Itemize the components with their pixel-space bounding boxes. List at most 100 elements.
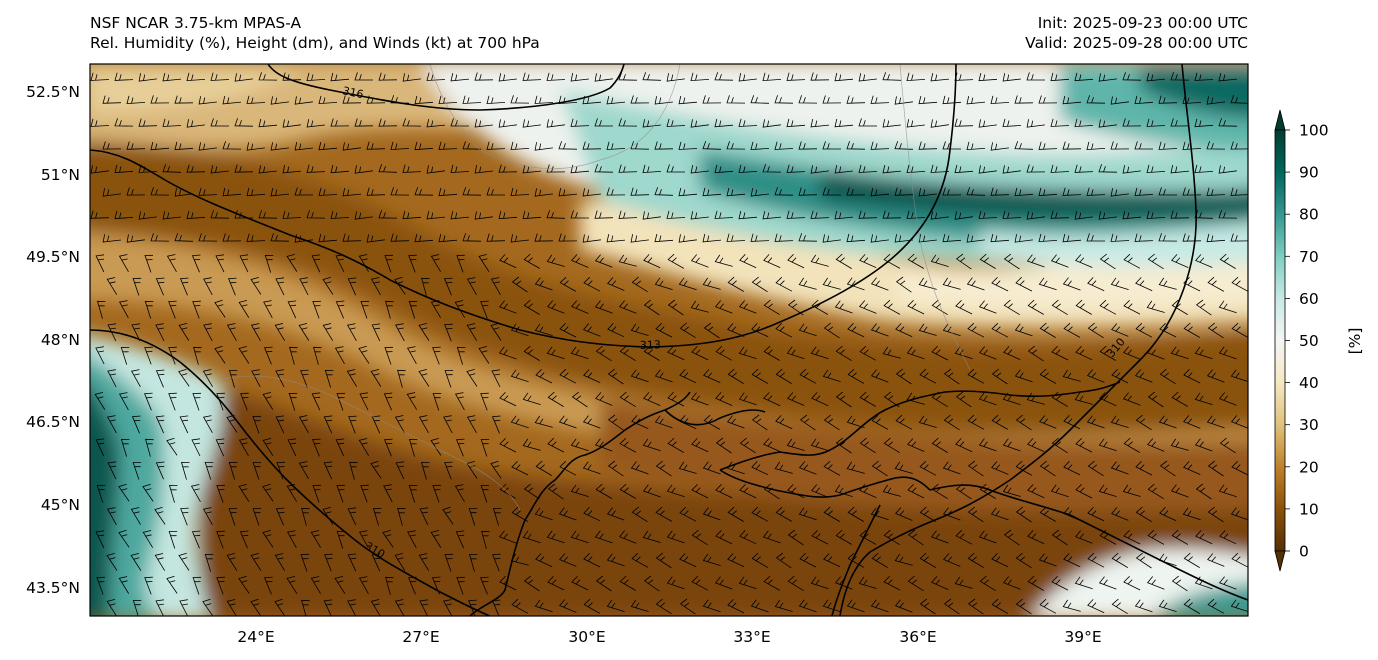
- wind-barb: [1195, 483, 1212, 500]
- wind-barb: [246, 187, 266, 197]
- wind-barb: [419, 599, 428, 616]
- wind-barb: [264, 576, 273, 595]
- wind-barb: [358, 530, 369, 548]
- wind-barb: [618, 118, 638, 127]
- wind-barb: [1134, 141, 1153, 150]
- wind-barb: [178, 368, 190, 387]
- wind-barb: [474, 211, 493, 220]
- wind-barb: [955, 438, 973, 453]
- wind-barb: [359, 392, 369, 411]
- wind-barb: [1015, 506, 1032, 523]
- wind-barb: [582, 95, 602, 105]
- wind-barb: [859, 437, 876, 454]
- wind-barb: [534, 323, 553, 336]
- wind-barb: [481, 530, 490, 549]
- wind-barb: [679, 598, 696, 615]
- wind-barb: [714, 118, 734, 128]
- wind-barb: [858, 73, 877, 82]
- wind-barb: [895, 276, 912, 293]
- wind-barb: [991, 461, 1009, 475]
- wind-barb: [702, 141, 722, 150]
- wind-barb: [930, 119, 949, 128]
- wind-barb: [1218, 392, 1237, 406]
- contour-label-316: 316: [341, 84, 364, 101]
- wind-barb: [547, 391, 564, 407]
- wind-barb: [216, 530, 225, 549]
- wind-barb: [1099, 392, 1117, 407]
- wind-barb: [384, 438, 393, 457]
- wind-barb: [726, 461, 745, 475]
- wind-barb: [667, 299, 684, 316]
- wind-barb: [1039, 598, 1057, 614]
- wind-barb: [390, 187, 410, 196]
- wind-barb: [714, 164, 734, 174]
- wind-barb: [775, 368, 792, 384]
- wind-barb: [858, 576, 877, 589]
- lat-label: 45°N: [41, 496, 80, 514]
- wind-barb: [787, 529, 804, 546]
- wind-barb: [990, 233, 1010, 243]
- wind-barb: [775, 506, 792, 522]
- wind-barb: [336, 484, 345, 503]
- wind-barb: [823, 460, 841, 476]
- wind-barb: [1170, 210, 1190, 219]
- wind-barb: [810, 210, 830, 219]
- wind-barb: [643, 575, 660, 592]
- wind-barb: [228, 508, 238, 526]
- wind-barb: [907, 575, 924, 592]
- wind-barb: [342, 142, 361, 151]
- wind-barb: [667, 437, 684, 453]
- wind-barb: [894, 96, 913, 105]
- wind-barb: [955, 300, 973, 315]
- wind-barb: [942, 187, 962, 196]
- wind-barb: [262, 483, 274, 502]
- wind-barb: [630, 369, 649, 383]
- wind-barb: [606, 553, 625, 567]
- wind-barb: [1002, 576, 1021, 590]
- wind-barb: [835, 345, 852, 362]
- wind-barb: [786, 438, 805, 451]
- wind-barb: [228, 277, 237, 296]
- wind-barb: [678, 461, 697, 474]
- wind-barb: [144, 392, 153, 411]
- latitude-axis: 52.5°N 51°N 49.5°N 48°N 46.5°N 45°N 43.5…: [26, 83, 80, 597]
- wind-barb: [642, 164, 662, 174]
- wind-barb: [402, 210, 422, 220]
- wind-barb: [715, 392, 733, 406]
- wind-barb: [397, 369, 406, 388]
- wind-barb: [142, 483, 154, 502]
- wind-barb: [1171, 529, 1188, 545]
- wind-barb: [810, 346, 829, 360]
- wind-barb: [534, 415, 553, 428]
- wind-barb: [667, 346, 685, 361]
- wind-barb: [751, 461, 769, 476]
- wind-barb: [346, 369, 357, 387]
- lon-label: 33°E: [733, 628, 770, 646]
- wind-barb: [594, 300, 613, 314]
- colorbar-tick-label: 0: [1299, 543, 1309, 561]
- wind-barb: [906, 346, 925, 360]
- wind-barb: [198, 142, 217, 151]
- wind-barb: [378, 164, 398, 173]
- wind-barb: [454, 300, 466, 318]
- wind-barb: [1062, 141, 1082, 150]
- wind-barb: [907, 438, 925, 452]
- wind-barb: [654, 415, 673, 429]
- wind-barb: [846, 461, 865, 474]
- wind-barb: [94, 392, 106, 410]
- wind-barb: [1230, 141, 1248, 150]
- wind-barb: [1122, 118, 1142, 127]
- wind-barb: [347, 277, 357, 296]
- wind-barb: [1170, 118, 1190, 127]
- wind-barb: [834, 165, 853, 174]
- wind-barb: [1026, 164, 1046, 173]
- wind-barb: [690, 300, 709, 313]
- wind-barb: [1194, 72, 1214, 81]
- wind-barb: [727, 276, 744, 292]
- wind-barb: [1027, 530, 1045, 545]
- wind-barb: [450, 73, 470, 82]
- wind-barb: [1206, 96, 1225, 105]
- wind-barb: [262, 392, 274, 410]
- wind-barb: [570, 73, 589, 82]
- wind-barb: [1194, 438, 1213, 452]
